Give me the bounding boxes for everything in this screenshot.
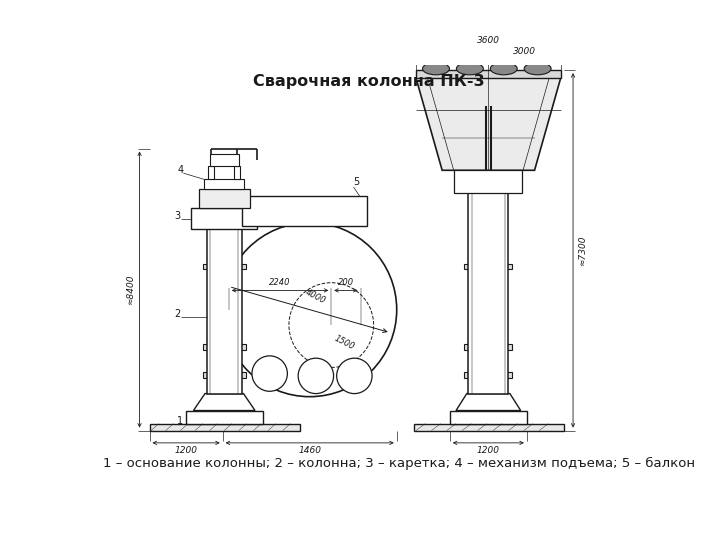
- Circle shape: [337, 358, 372, 394]
- Text: 1: 1: [177, 416, 184, 427]
- Text: 2: 2: [174, 308, 181, 319]
- Text: 4: 4: [177, 165, 184, 175]
- Circle shape: [289, 283, 374, 367]
- Bar: [450, 410, 527, 423]
- Bar: [464, 264, 512, 269]
- Bar: [210, 154, 239, 166]
- Bar: [208, 166, 215, 179]
- Polygon shape: [416, 78, 561, 170]
- Bar: [414, 423, 564, 430]
- Circle shape: [298, 358, 333, 394]
- Ellipse shape: [423, 63, 449, 75]
- Text: 4000: 4000: [305, 288, 328, 306]
- Circle shape: [252, 356, 287, 392]
- Ellipse shape: [490, 63, 517, 75]
- Bar: [191, 208, 257, 230]
- Text: 1 – основание колонны; 2 – колонна; 3 – каретка; 4 – механизм подъема; 5 – балко: 1 – основание колонны; 2 – колонна; 3 – …: [104, 457, 696, 470]
- Text: 3600: 3600: [477, 36, 500, 45]
- Text: 2240: 2240: [269, 278, 291, 287]
- Text: 1460: 1460: [298, 446, 321, 455]
- Polygon shape: [194, 394, 255, 410]
- Polygon shape: [456, 394, 521, 410]
- Circle shape: [222, 222, 397, 397]
- Bar: [464, 344, 512, 349]
- Ellipse shape: [524, 63, 551, 75]
- Text: 3: 3: [174, 211, 180, 221]
- Bar: [234, 166, 240, 179]
- Text: Сварочная колонна ПК-3: Сварочная колонна ПК-3: [253, 74, 485, 89]
- Bar: [468, 193, 508, 394]
- Bar: [203, 264, 246, 269]
- Bar: [207, 193, 242, 394]
- Bar: [203, 372, 246, 377]
- Bar: [203, 344, 246, 349]
- Bar: [242, 197, 367, 226]
- Bar: [416, 70, 561, 78]
- Bar: [454, 170, 522, 193]
- Bar: [464, 372, 512, 377]
- Text: 3000: 3000: [513, 46, 536, 56]
- Bar: [150, 423, 300, 430]
- Text: 1200: 1200: [175, 446, 197, 455]
- Bar: [186, 410, 263, 423]
- Text: 5: 5: [354, 177, 360, 187]
- Text: 1500: 1500: [333, 334, 356, 352]
- Ellipse shape: [456, 63, 483, 75]
- Text: ≈7300: ≈7300: [577, 235, 587, 266]
- Text: ≈8400: ≈8400: [126, 274, 135, 305]
- Bar: [204, 179, 244, 188]
- Text: 200: 200: [338, 278, 354, 287]
- Text: 1200: 1200: [477, 446, 500, 455]
- Bar: [199, 188, 250, 208]
